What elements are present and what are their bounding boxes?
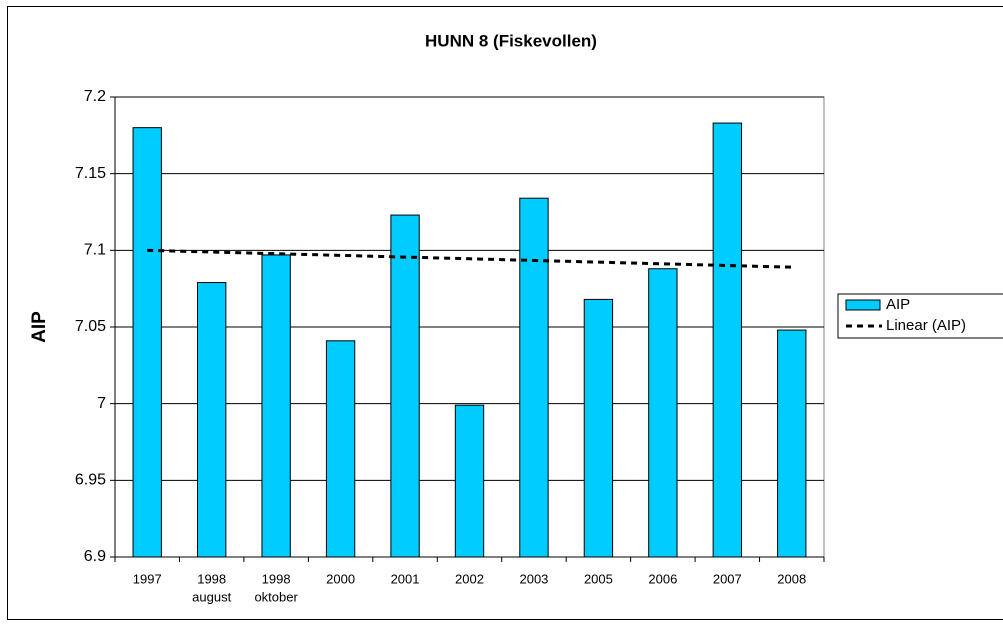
x-tick-label: oktober [254,589,298,604]
y-tick-label: 7 [97,395,106,412]
x-tick-label: 2006 [648,571,677,586]
bar [519,197,549,558]
y-tick-label: 6.9 [84,548,106,565]
x-tick-label: 2000 [326,571,355,586]
y-tick-label: 6.95 [75,472,106,489]
bar [454,404,485,558]
x-tick-label: 2007 [713,571,742,586]
x-tick-label: 2003 [519,571,548,586]
x-tick-label: 2008 [777,571,806,586]
bar [583,298,614,558]
x-tick-label: 2005 [584,571,613,586]
legend-label: AIP [886,296,910,313]
chart-title: HUNN 8 (Fiskevollen) [425,31,597,50]
y-axis-label: AIP [29,311,50,343]
y-tick-label: 7.1 [84,242,106,259]
bar [648,268,678,558]
x-tick-label: 1998 [262,571,291,586]
bar [777,329,807,558]
y-tick-label: 7.15 [75,165,106,182]
legend-label: Linear (AIP) [886,317,966,334]
bar [261,254,291,558]
x-tick-label: 1998 [197,571,226,586]
x-tick-label: 1997 [133,571,162,586]
bar [712,122,742,558]
trend-line [147,248,792,269]
x-tick-label: august [192,589,231,604]
bar [325,340,356,558]
x-tick-label: 2001 [391,571,420,586]
legend-swatch [845,299,881,311]
x-tick-label: 2002 [455,571,484,586]
bar [132,127,162,558]
bar [197,282,227,558]
y-tick-label: 7.05 [75,318,106,335]
bar [390,214,420,558]
y-tick-label: 7.2 [84,88,106,105]
